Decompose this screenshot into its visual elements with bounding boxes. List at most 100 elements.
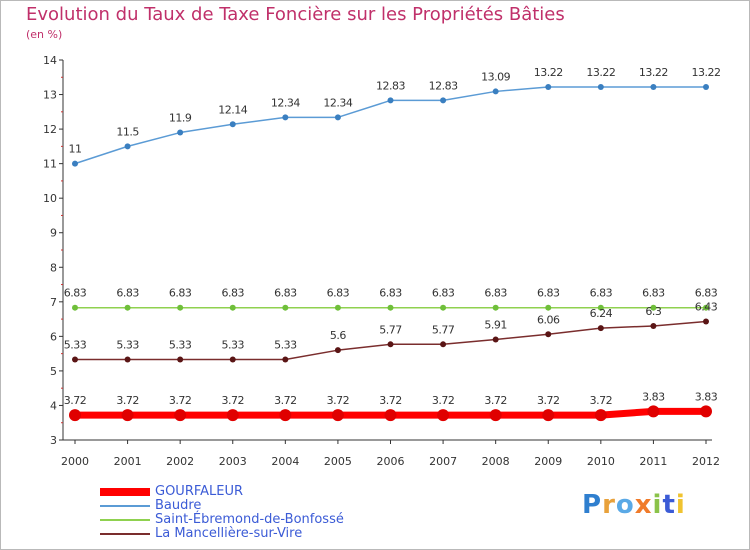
data-label: 13.22 [639, 66, 668, 79]
legend-swatch-gourfaleur [100, 488, 150, 496]
y-tick-label: 11 [43, 158, 57, 171]
y-tick-label: 13 [43, 89, 57, 102]
data-point [387, 97, 394, 104]
y-tick-label: 8 [50, 261, 57, 274]
x-tick-label: 2002 [166, 455, 194, 468]
y-tick-label: 14 [43, 54, 57, 67]
logo-letter: P [582, 490, 603, 520]
data-point [597, 83, 604, 90]
data-point [650, 304, 657, 311]
logo-letter: t [662, 490, 676, 520]
data-point [334, 304, 341, 311]
y-tick-label: 6 [50, 330, 57, 343]
chart-subtitle: (en %) [26, 28, 63, 41]
data-labels: 11 11.5 11.9 12.14 12.34 12.34 12.83 12.83 13.09… [64, 66, 721, 407]
data-point [650, 323, 657, 329]
data-label: 3.72 [64, 394, 87, 407]
x-tick-label: 2005 [324, 455, 352, 468]
data-point [597, 304, 604, 311]
data-point [282, 356, 289, 363]
data-label: 11 [69, 143, 82, 156]
data-label: 3.72 [169, 394, 192, 407]
data-point [177, 304, 184, 311]
logo-letter: i [675, 490, 686, 520]
data-label: 5.33 [222, 339, 245, 352]
data-label: 6.83 [379, 287, 402, 300]
data-label: 12.34 [323, 96, 352, 109]
data-label: 6.06 [537, 313, 560, 326]
x-tick-label: 2011 [639, 455, 667, 468]
x-tick-label: 2007 [429, 455, 457, 468]
data-label: 12.83 [429, 79, 458, 92]
data-point [334, 114, 341, 121]
data-point [124, 304, 131, 311]
data-point [331, 409, 344, 422]
y-tick-label: 3 [50, 434, 57, 447]
x-tick-label: 2010 [587, 455, 615, 468]
y-tick-label: 4 [50, 399, 57, 412]
data-point [387, 304, 394, 311]
data-label: 6.83 [274, 287, 297, 300]
data-label: 12.14 [218, 103, 247, 116]
data-point [177, 129, 184, 136]
proxiti-logo: Proxiti [582, 490, 686, 520]
legend-swatch-baudre [100, 505, 150, 507]
data-label: 3.83 [695, 390, 718, 403]
data-label: 5.33 [169, 339, 192, 352]
data-point [174, 409, 187, 422]
data-label: 6.83 [537, 287, 560, 300]
data-label: 5.6 [330, 329, 346, 342]
data-point [545, 331, 552, 338]
data-point [282, 304, 289, 311]
data-label: 13.22 [534, 66, 563, 79]
data-point [72, 304, 78, 311]
data-label: 6.83 [642, 287, 665, 300]
data-point [492, 336, 499, 343]
data-point [384, 409, 397, 422]
data-label: 5.33 [274, 339, 297, 352]
legend-label-la-manceliere: La Mancellière-sur-Vire [155, 526, 303, 541]
data-label: 6.83 [590, 287, 613, 300]
data-label: 6.83 [432, 287, 455, 300]
data-label: 3.72 [537, 394, 560, 407]
data-point [437, 409, 450, 422]
x-tick-label: 2001 [114, 455, 142, 468]
data-label: 5.33 [116, 339, 139, 352]
y-tick-label: 7 [50, 296, 57, 309]
data-point [542, 409, 555, 422]
data-point [124, 143, 131, 150]
legend-swatch-la-manceliere [100, 533, 150, 535]
data-point [703, 83, 709, 90]
legend-label-saint-ebremond: Saint-Ébremond-de-Bonfossé [155, 512, 344, 527]
x-tick-label: 2012 [692, 455, 720, 468]
data-point [72, 160, 78, 167]
data-label: 6.24 [590, 307, 613, 320]
x-tick-label: 2003 [219, 455, 247, 468]
x-tick-label: 2008 [482, 455, 510, 468]
x-tick-label: 2004 [271, 455, 299, 468]
data-point [647, 405, 660, 418]
data-point [440, 341, 447, 348]
data-label: 6.83 [116, 287, 139, 300]
data-point [545, 83, 552, 90]
data-point [69, 409, 81, 422]
y-tick-label: 5 [50, 365, 57, 378]
data-label: 3.72 [222, 394, 245, 407]
data-point [492, 304, 499, 311]
data-label: 5.77 [379, 323, 402, 336]
data-point [229, 121, 236, 128]
data-label: 6.83 [222, 287, 245, 300]
y-tick-label: 10 [43, 192, 57, 205]
data-label: 3.83 [642, 390, 665, 403]
y-tick-label: 9 [50, 227, 57, 240]
data-label: 11.9 [169, 112, 192, 125]
data-point [177, 356, 184, 363]
data-label: 12.83 [376, 79, 405, 92]
legend-swatch-saint-ebremond [100, 519, 150, 521]
data-label: 6.83 [64, 287, 87, 300]
data-point [279, 409, 292, 422]
logo-letter: i [652, 490, 663, 520]
data-label: 5.91 [484, 318, 507, 331]
